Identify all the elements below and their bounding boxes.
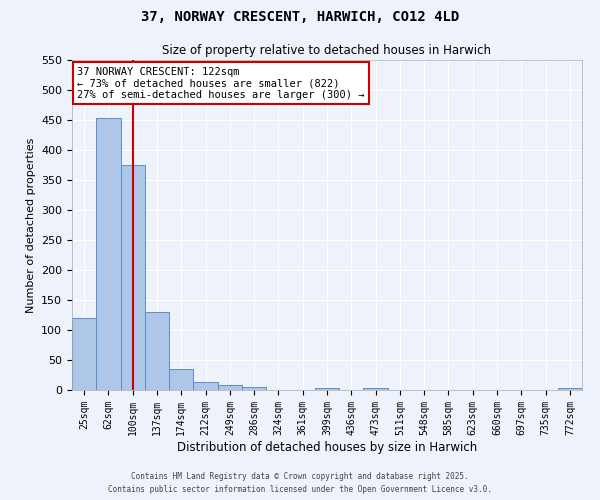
Bar	[315, 388, 339, 390]
Bar	[364, 388, 388, 390]
Bar	[72, 318, 96, 390]
Bar	[558, 388, 582, 390]
X-axis label: Distribution of detached houses by size in Harwich: Distribution of detached houses by size …	[177, 440, 477, 454]
Text: Contains HM Land Registry data © Crown copyright and database right 2025.
Contai: Contains HM Land Registry data © Crown c…	[108, 472, 492, 494]
Title: Size of property relative to detached houses in Harwich: Size of property relative to detached ho…	[163, 44, 491, 58]
Bar	[193, 382, 218, 390]
Bar	[145, 312, 169, 390]
Bar	[169, 369, 193, 390]
Y-axis label: Number of detached properties: Number of detached properties	[26, 138, 35, 312]
Bar	[218, 385, 242, 390]
Bar	[242, 387, 266, 390]
Bar	[96, 118, 121, 390]
Text: 37, NORWAY CRESCENT, HARWICH, CO12 4LD: 37, NORWAY CRESCENT, HARWICH, CO12 4LD	[141, 10, 459, 24]
Text: 37 NORWAY CRESCENT: 122sqm
← 73% of detached houses are smaller (822)
27% of sem: 37 NORWAY CRESCENT: 122sqm ← 73% of deta…	[77, 66, 365, 100]
Bar	[121, 165, 145, 390]
